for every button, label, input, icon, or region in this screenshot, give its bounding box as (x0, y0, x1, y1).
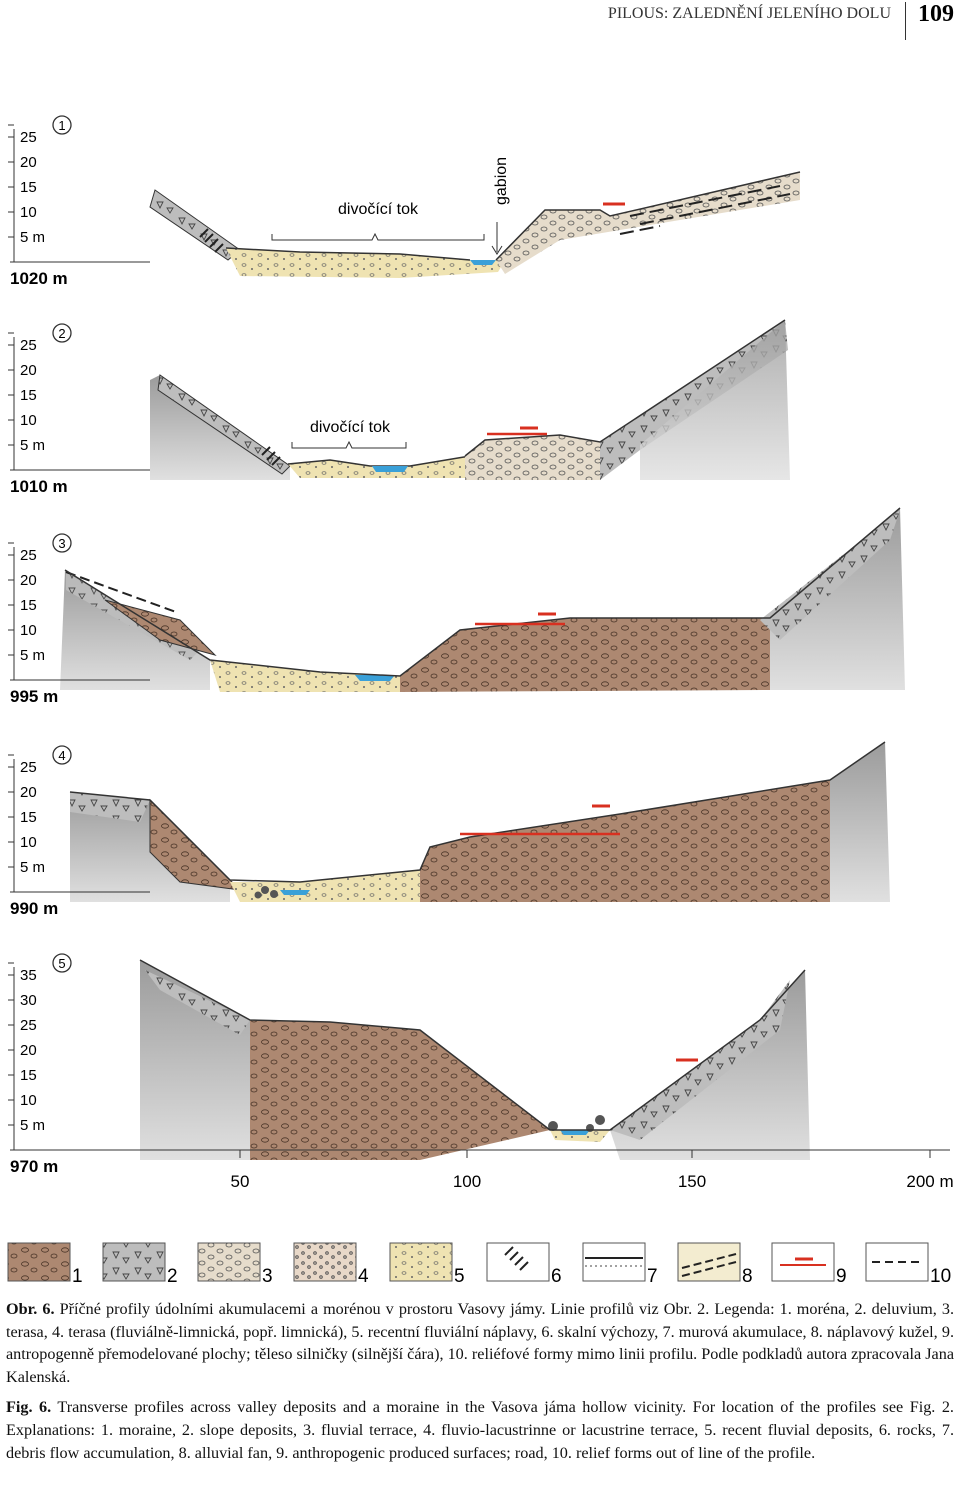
profile-2 (150, 319, 790, 480)
profile-badge (52, 953, 72, 973)
scale-label: 5 m (20, 229, 45, 246)
profile-5 (14, 959, 950, 1160)
scale-label: 15 (20, 597, 37, 614)
profile-badge (52, 115, 72, 135)
legend-swatches (7, 1242, 929, 1282)
scale-label: 15 (20, 1067, 37, 1084)
scale-label: 25 (20, 1017, 37, 1034)
scale-label: 5 m (20, 859, 45, 876)
scale-label: 25 (20, 547, 37, 564)
scale-label: 30 (20, 992, 37, 1009)
scale-label: 20 (20, 154, 37, 171)
legend-number: 5 (454, 1266, 465, 1287)
profile-label: divočící tok (338, 201, 419, 218)
scale-label: 15 (20, 809, 37, 826)
profile-number: 2 (58, 326, 65, 341)
profile-badge (52, 745, 72, 765)
scale-label: 5 m (20, 647, 45, 664)
header: PILOUS: ZALEDNĚNÍ JELENÍHO DOLU 109 (608, 2, 954, 40)
legend-number: 10 (930, 1266, 951, 1287)
legend-number: 1 (72, 1266, 83, 1287)
running-title: PILOUS: ZALEDNĚNÍ JELENÍHO DOLU (608, 2, 906, 40)
x-axis-label: 200 m (906, 1172, 953, 1191)
legend-number: 7 (647, 1266, 658, 1287)
legend-number: 9 (836, 1266, 847, 1287)
base-elevation: 995 m (10, 687, 58, 706)
profile-number: 4 (58, 748, 65, 763)
scale-label: 15 (20, 179, 37, 196)
scale-label: 25 (20, 129, 37, 146)
caption-text: Příčné profily údolními akumulacemi a mo… (6, 1300, 955, 1386)
legend-number: 6 (551, 1266, 562, 1287)
caption-label: Obr. 6. (6, 1300, 55, 1318)
scale-label: 25 (20, 759, 37, 776)
legend-number: 4 (358, 1266, 369, 1287)
profile-badge (52, 533, 72, 553)
scale-label: 25 (20, 337, 37, 354)
caption: Obr. 6. Příčné profily údolními akumulac… (6, 1298, 954, 1472)
x-axis-label: 100 (453, 1172, 481, 1191)
scale-label: 20 (20, 362, 37, 379)
x-axis-label: 50 (231, 1172, 250, 1191)
profile-badge (52, 323, 72, 343)
scale-label: 10 (20, 1092, 37, 1109)
caption-label: Fig. 6. (6, 1398, 52, 1417)
caption-czech: Obr. 6. Příčné profily údolními akumulac… (6, 1298, 954, 1388)
scale-label: 5 m (20, 1117, 45, 1134)
profile-1 (149, 171, 801, 278)
legend-number: 8 (742, 1266, 753, 1287)
profile-number: 1 (58, 118, 65, 133)
scale-label: 35 (20, 967, 37, 984)
page-number: 109 (918, 1, 954, 27)
scale-label: 5 m (20, 437, 45, 454)
scale-label: 10 (20, 412, 37, 429)
scale-label: 10 (20, 204, 37, 221)
profile-4 (69, 741, 890, 902)
legend-number: 2 (167, 1266, 178, 1287)
base-elevation: 970 m (10, 1157, 58, 1176)
caption-text: Transverse profiles across valley deposi… (6, 1398, 954, 1462)
base-elevation: 1010 m (10, 477, 68, 496)
base-elevation: 1020 m (10, 269, 68, 288)
scale-label: 10 (20, 622, 37, 639)
scale-label: 20 (20, 784, 37, 801)
x-axis-label: 150 (678, 1172, 706, 1191)
scale-label: 20 (20, 1042, 37, 1059)
legend-number: 3 (262, 1266, 273, 1287)
profile-3 (60, 507, 905, 692)
profile-number: 3 (58, 536, 65, 551)
base-elevation: 990 m (10, 899, 58, 918)
profile-label: gabion (493, 157, 510, 205)
scale-label: 20 (20, 572, 37, 589)
profile-label: divočící tok (310, 419, 391, 436)
scale-label: 10 (20, 834, 37, 851)
profile-number: 5 (58, 956, 65, 971)
caption-english: Fig. 6. Transverse profiles across valle… (6, 1396, 954, 1464)
scale-label: 15 (20, 387, 37, 404)
